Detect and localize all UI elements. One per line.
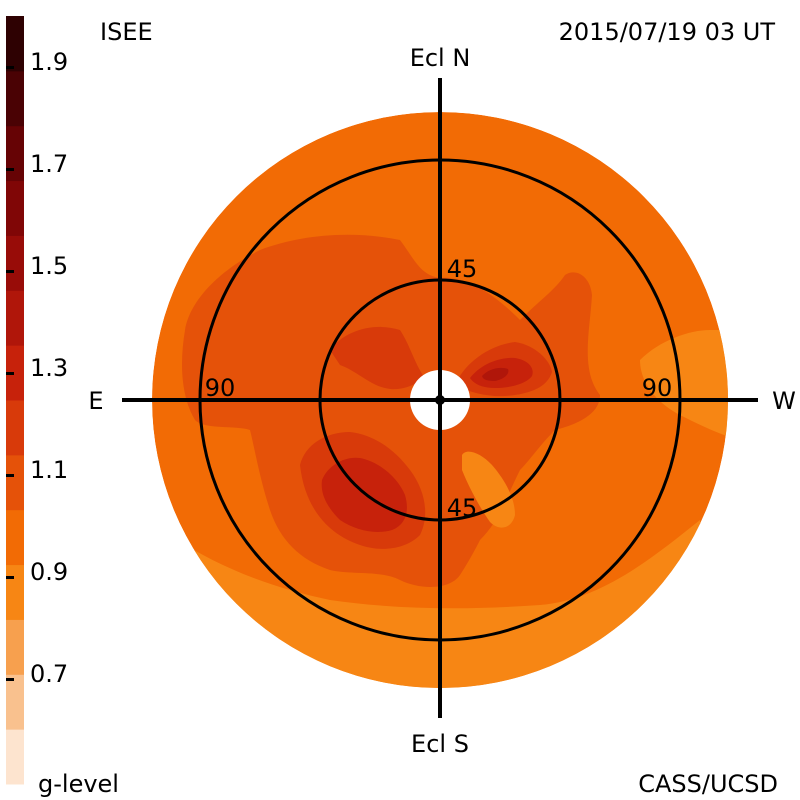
direction-east: E <box>88 387 103 415</box>
contour-west-rim <box>640 330 728 440</box>
colorbar-segment <box>6 564 24 620</box>
colorbar-tick-mark <box>6 168 14 171</box>
source-label: ISEE <box>100 18 153 46</box>
colorbar-tick-label: 0.7 <box>30 660 68 688</box>
ring-label-45-bottom: 45 <box>447 494 478 522</box>
colorbar-segment <box>6 345 24 401</box>
colorbar-segment <box>6 180 24 236</box>
colorbar-segment <box>6 290 24 346</box>
timestamp-label: 2015/07/19 03 UT <box>559 18 776 46</box>
colorbar-tick-mark <box>6 678 14 681</box>
colorbar-tick-label: 0.9 <box>30 558 68 586</box>
ring-label-45-top: 45 <box>447 255 478 283</box>
sun-center-dot <box>435 395 445 405</box>
colorbar-segment <box>6 729 24 785</box>
credit-label: CASS/UCSD <box>638 770 778 798</box>
colorbar-tick-mark <box>6 474 14 477</box>
contour-level-1-4-core <box>482 367 509 381</box>
colorbar <box>6 16 24 785</box>
sky-disk <box>152 112 728 688</box>
colorbar-segment <box>6 16 24 72</box>
contour-south-rim <box>152 520 728 688</box>
ring-label-90-left: 90 <box>205 374 236 402</box>
colorbar-tick-label: 1.5 <box>30 252 68 280</box>
colorbar-segment <box>6 454 24 511</box>
colorbar-segment <box>6 674 24 730</box>
colorbar-segment <box>6 619 24 675</box>
direction-south: Ecl S <box>411 730 469 758</box>
colorbar-ticks: 1.9 1.7 1.5 1.3 1.1 0.9 0.7 <box>6 48 68 688</box>
contour-level-0-9-tongue <box>462 451 515 528</box>
colorbar-tick-label: 1.1 <box>30 456 68 484</box>
colorbar-tick-label: 1.3 <box>30 354 68 382</box>
colorbar-segment <box>6 235 24 291</box>
colorbar-tick-label: 1.9 <box>30 48 68 76</box>
colorbar-segment <box>6 125 24 182</box>
direction-west: W <box>772 387 796 415</box>
colorbar-segment <box>6 400 24 456</box>
colorbar-tick-label: 1.7 <box>30 150 68 178</box>
colorbar-tick-mark <box>6 372 14 375</box>
colorbar-label: g-level <box>38 770 119 798</box>
colorbar-tick-mark <box>6 576 14 579</box>
colorbar-segment <box>6 70 24 127</box>
colorbar-segment <box>6 509 24 566</box>
direction-north: Ecl N <box>410 44 471 72</box>
contour-level-1-2-north <box>330 326 425 390</box>
colorbar-tick-mark <box>6 66 14 69</box>
ring-label-90-right: 90 <box>642 374 673 402</box>
colorbar-tick-mark <box>6 270 14 273</box>
